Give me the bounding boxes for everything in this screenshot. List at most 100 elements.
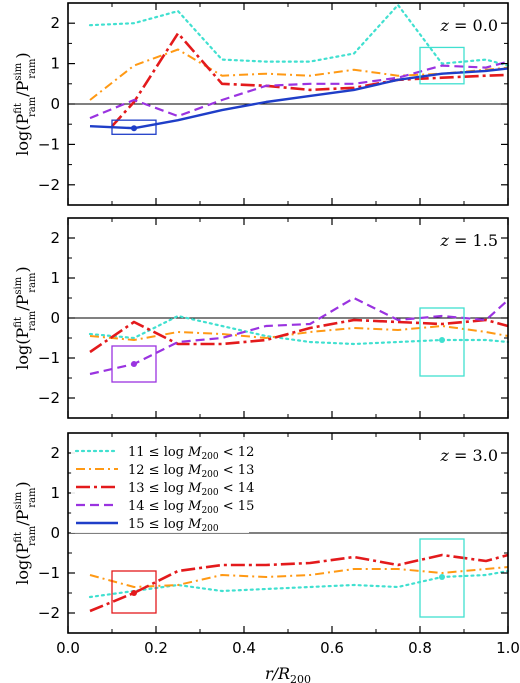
marker-point-2-1 [439, 574, 445, 580]
x-tick-label-2-2: 0.4 [232, 639, 256, 657]
y-tick-label-2-4: 2 [50, 444, 60, 462]
y-axis-label-part-0-5: ram [27, 58, 38, 79]
series-line-0-0 [88, 3, 510, 67]
y-axis-label-part-0-0: log(P [13, 113, 32, 155]
x-tick-label-2-0: 0.0 [56, 639, 80, 657]
series-line-2-2 [89, 553, 509, 613]
y-tick-label-1-2: 0 [50, 309, 60, 327]
legend-label-post-2: < 14 [219, 481, 255, 496]
y-tick-label-0-0: −2 [38, 176, 60, 194]
legend-label-m-3: M [187, 499, 202, 514]
y-axis-label-part-2-6: ) [13, 481, 32, 487]
legend-label-sub-2: 200 [201, 488, 218, 498]
y-axis-label-part-1-3: /P [13, 294, 32, 310]
y-axis-label-part-1-0: log(P [13, 327, 32, 369]
y-axis-label-part-2-4: sim [13, 491, 24, 509]
legend-label-post-0: < 12 [219, 445, 255, 460]
x-tick-label-2-5: 1.0 [496, 639, 520, 657]
legend-label-m-1: M [187, 463, 202, 478]
redshift-label-z-0: z [440, 16, 450, 35]
y-tick-label-2-3: 1 [50, 484, 60, 502]
panel-2: −2 −1 0 1 2 0.0 0.2 0.4 0.6 0.8 1.0 z = 3.0 log(Pfit… [13, 432, 520, 683]
y-axis-label-part-0-1: fit [13, 103, 24, 114]
highlight-box-2-0 [111, 570, 157, 614]
y-axis-label-2: log(Pfit ram/Psim ram) [13, 481, 38, 584]
marker-point-1-1 [439, 337, 445, 343]
y-tick-label-1-0: −2 [38, 389, 60, 407]
y-tick-label-1-4: 2 [50, 229, 60, 247]
redshift-label-1: z = 1.5 [440, 231, 498, 250]
y-tick-label-2-0: −2 [38, 604, 60, 622]
legend-label-pre-1: 12 ≤ log [128, 463, 188, 478]
y-axis-label-part-2-0: log(P [13, 542, 32, 584]
y-axis-label-part-2-3: /P [13, 509, 32, 525]
y-axis-label-part-0-2: ram [27, 96, 38, 117]
legend-label-pre-0: 11 ≤ log [128, 445, 188, 460]
highlight-box-1-1 [419, 307, 465, 377]
legend-label-sub-1: 200 [201, 470, 218, 480]
y-axis-label-part-1-2: ram [27, 310, 38, 331]
redshift-label-z-2: z [440, 446, 450, 465]
legend-label-post-1: < 13 [219, 463, 255, 478]
y-tick-label-1-1: −1 [38, 349, 60, 367]
y-axis-label-part-2-2: ram [27, 525, 38, 546]
legend-label-0: 11 ≤ log M200 < 12 [128, 445, 254, 462]
y-tick-label-1-3: 1 [50, 269, 60, 287]
y-tick-label-0-1: −1 [38, 135, 60, 153]
x-tick-label-2-3: 0.6 [320, 639, 344, 657]
y-axis-label-text-0: log(Pfit ram/Psim ram) [13, 52, 38, 155]
marker-point-2-0 [131, 590, 137, 596]
series-line-0-2 [111, 31, 509, 128]
series-line-0-4 [89, 67, 509, 130]
series-line-1-2 [89, 318, 509, 354]
x-tick-label-2-4: 0.8 [408, 639, 432, 657]
series-line-1-3 [89, 296, 509, 376]
y-axis-label-1: log(Pfit ram/Psim ram) [13, 266, 38, 369]
legend-label-sub-4: 200 [201, 524, 218, 534]
y-axis-label-part-1-6: ) [13, 266, 32, 272]
y-axis-label-part-1-5: ram [27, 272, 38, 293]
series-line-1-0 [88, 314, 510, 346]
y-axis-label-text-1: log(Pfit ram/Psim ram) [13, 266, 38, 369]
y-axis-label-part-1-1: fit [13, 317, 24, 328]
legend-label-2: 13 ≤ log M200 < 14 [128, 481, 254, 498]
series-line-1-1 [89, 325, 509, 341]
y-axis-label-part-0-6: ) [13, 52, 32, 58]
series-line-2-1 [89, 566, 509, 588]
x-tick-label-2-1: 0.2 [144, 639, 168, 657]
redshift-label-0: z = 0.0 [440, 16, 498, 35]
highlight-box-0-0 [111, 119, 157, 135]
x-axis-label-r: r/R [265, 664, 290, 683]
series-line-0-3 [89, 60, 509, 120]
highlight-box-2-1 [419, 538, 465, 618]
marker-point-0-0 [131, 125, 137, 132]
legend-label-m-2: M [187, 481, 202, 496]
redshift-label-z-1: z [440, 231, 450, 250]
y-axis-label-part-1-4: sim [13, 276, 24, 294]
highlight-box-1-0 [111, 345, 157, 383]
legend-label-m-0: M [187, 445, 202, 460]
legend-label-pre-3: 14 ≤ log [128, 499, 188, 514]
y-tick-label-0-4: 2 [50, 14, 60, 32]
y-tick-label-0-3: 1 [50, 55, 60, 73]
series-line-0-1 [89, 48, 509, 101]
y-axis-label-text-2: log(Pfit ram/Psim ram) [13, 481, 38, 584]
redshift-label-2: z = 3.0 [440, 446, 498, 465]
x-axis-label-sub: 200 [290, 673, 311, 683]
legend-label-3: 14 ≤ log M200 < 15 [128, 499, 254, 516]
legend-label-pre-4: 15 ≤ log [128, 517, 188, 532]
y-axis-label-part-0-4: sim [13, 62, 24, 80]
marker-point-1-0 [131, 361, 137, 367]
legend-label-sub-3: 200 [201, 506, 218, 516]
redshift-label-value-1: = 1.5 [449, 231, 498, 250]
y-tick-label-2-2: 0 [50, 524, 60, 542]
y-axis-label-part-2-5: ram [27, 487, 38, 508]
legend-label-1: 12 ≤ log M200 < 13 [128, 463, 254, 480]
y-axis-label-0: log(Pfit ram/Psim ram) [13, 52, 38, 155]
redshift-label-value-0: = 0.0 [449, 16, 498, 35]
y-axis-label-part-0-3: /P [13, 80, 32, 96]
y-axis-label-part-2-1: fit [13, 532, 24, 543]
highlight-box-0-1 [419, 46, 465, 85]
